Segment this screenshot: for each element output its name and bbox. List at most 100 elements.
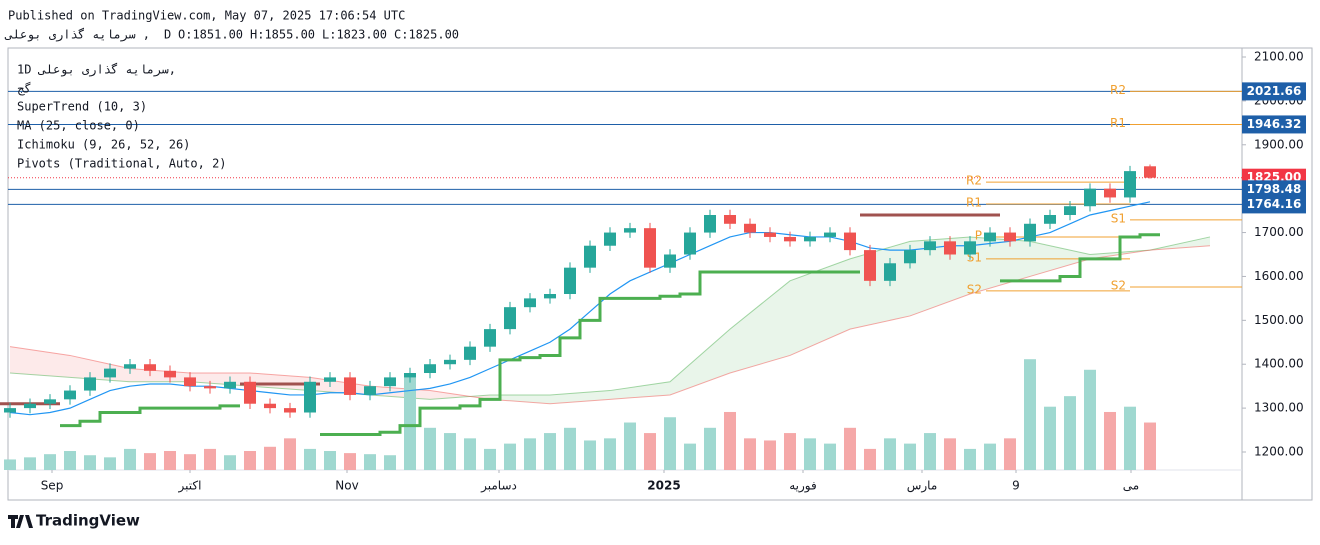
candle-body <box>684 232 696 255</box>
volume-bar <box>1104 411 1116 470</box>
price-label: 1946.32 <box>1247 117 1302 131</box>
volume-bar <box>324 451 336 470</box>
volume-bar <box>264 446 276 470</box>
candle-body <box>1144 166 1156 178</box>
ohlc-open: O:1851.00 <box>178 28 243 42</box>
candle-body <box>364 386 376 395</box>
volume-bar <box>524 438 536 470</box>
legend-exchange: گج <box>17 82 31 96</box>
x-tick-label: مى <box>1123 479 1139 493</box>
candle-body <box>24 403 36 409</box>
candle-body <box>44 399 56 404</box>
volume-bar <box>604 438 616 470</box>
volume-bar <box>924 433 936 470</box>
x-tick-label: Nov <box>335 479 358 493</box>
cloud-segment <box>790 258 850 356</box>
pivot-label: R1 <box>1110 116 1126 130</box>
y-tick-label: 2100.00 <box>1254 49 1304 63</box>
pivot-label: R2 <box>966 174 982 188</box>
candle-body <box>164 370 176 378</box>
volume-bar <box>1044 406 1056 470</box>
brand: TradingView <box>36 512 140 530</box>
candle-body <box>224 381 236 389</box>
candle-body <box>284 408 296 413</box>
x-tick-label: 2025 <box>647 479 680 493</box>
candle-body <box>944 241 956 255</box>
candle-body <box>264 403 276 409</box>
candle-body <box>1024 223 1036 242</box>
legend-indicator: SuperTrend (10, 3) <box>17 100 147 114</box>
candle-body <box>784 236 796 242</box>
pivot-label: R2 <box>1110 83 1126 97</box>
volume-bar <box>144 453 156 470</box>
cloud-segment <box>610 381 670 400</box>
volume-bar <box>964 448 976 470</box>
candle-body <box>704 215 716 233</box>
volume-bar <box>504 443 516 470</box>
candle-body <box>644 228 656 268</box>
candle-body <box>884 263 896 281</box>
y-tick-label: 1500.00 <box>1254 313 1304 327</box>
price-label: 1764.16 <box>1247 197 1302 211</box>
price-label-box <box>1242 82 1306 101</box>
candle-body <box>344 377 356 395</box>
volume-bar <box>804 438 816 470</box>
candle-body <box>144 364 156 371</box>
volume-bar <box>484 448 496 470</box>
pivot-label: P <box>975 228 982 242</box>
volume-bar <box>684 443 696 470</box>
symbol: سرمایه گذاری بوعلی , <box>5 28 151 43</box>
interval: D <box>164 28 171 42</box>
cloud-segment <box>490 394 550 404</box>
volume-bar <box>704 427 716 470</box>
volume-bar <box>104 457 116 470</box>
candle-body <box>924 241 936 251</box>
candle-body <box>84 377 96 391</box>
volume-bar <box>304 448 316 470</box>
candle-body <box>124 364 136 369</box>
pivot-label: S2 <box>1111 278 1126 292</box>
candle-body <box>484 329 496 347</box>
pivot-label: S1 <box>1111 211 1126 225</box>
volume-bar <box>884 438 896 470</box>
volume-bar <box>244 451 256 470</box>
candle-body <box>184 377 196 387</box>
candle-body <box>984 232 996 242</box>
y-tick-label: 1600.00 <box>1254 269 1304 283</box>
pivot-label: S2 <box>967 282 982 296</box>
candle-body <box>324 377 336 382</box>
candle-body <box>204 386 216 389</box>
volume-bar <box>784 433 796 470</box>
candle-body <box>384 377 396 387</box>
x-tick-label: فوریه <box>789 479 817 494</box>
cloud-segment <box>670 329 730 395</box>
candle-body <box>1104 188 1116 198</box>
y-tick-label: 1300.00 <box>1254 401 1304 415</box>
volume-bar <box>444 433 456 470</box>
volume-bar <box>464 438 476 470</box>
candle-body <box>744 223 756 233</box>
volume-bar <box>1144 422 1156 470</box>
logo-icon <box>8 515 33 528</box>
legend-indicator: Pivots (Traditional, Auto, 2) <box>17 157 227 171</box>
candle-body <box>864 250 876 281</box>
volume-bar <box>364 454 376 470</box>
legend: 1D سرمایه گذاری بوعلی, گج SuperTrend (10… <box>17 63 227 171</box>
y-tick-label: 1200.00 <box>1254 445 1304 459</box>
price-label-box <box>1242 180 1306 199</box>
ohlc-close: C:1825.00 <box>394 28 459 42</box>
ohlc-low: L:1823.00 <box>322 28 387 42</box>
legend-indicator: MA (25, close, 0) <box>17 119 140 133</box>
x-tick-label: مارس <box>907 479 938 494</box>
candle-body <box>1124 171 1136 198</box>
volume-bar <box>124 448 136 470</box>
cloud-segment <box>10 346 70 378</box>
published: Published on TradingView.com, May 07, 20… <box>8 9 405 23</box>
candle-body <box>604 232 616 246</box>
volume-bar <box>224 455 236 470</box>
volume-bar <box>44 454 56 470</box>
candle-body <box>664 254 676 268</box>
